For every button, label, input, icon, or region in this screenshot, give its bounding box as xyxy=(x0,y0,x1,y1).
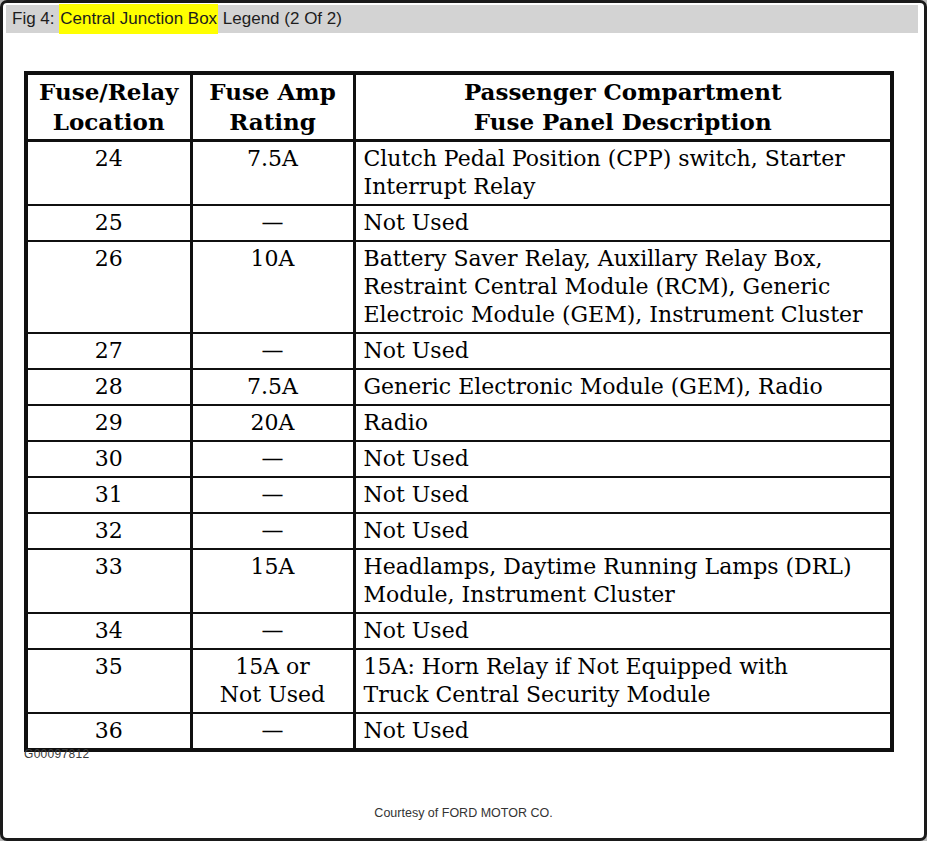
fuse-description-cell: Not Used xyxy=(354,333,892,369)
fuse-location-cell: 24 xyxy=(26,141,191,206)
fuse-rating-cell: — xyxy=(191,713,354,750)
figure-id: G00097812 xyxy=(24,747,89,761)
fuse-rating-cell: 15A xyxy=(191,549,354,613)
table-row: 27 — Not Used xyxy=(26,333,892,369)
caption-prefix: Fig 4: xyxy=(12,9,59,29)
fuse-rating-cell: — xyxy=(191,205,354,241)
fuse-location-cell: 34 xyxy=(26,613,191,649)
caption-suffix: Legend (2 Of 2) xyxy=(218,9,342,29)
document-page: Fig 4: Central Junction Box Legend (2 Of… xyxy=(0,0,927,841)
fuse-rating-cell: — xyxy=(191,477,354,513)
table-header: Fuse/Relay Location Fuse Amp Rating Pass… xyxy=(26,73,892,141)
fuse-rating-cell: — xyxy=(191,441,354,477)
table-row: 33 15A Headlamps, Daytime Running Lamps … xyxy=(26,549,892,613)
table-row: 26 10A Battery Saver Relay, Auxillary Re… xyxy=(26,241,892,333)
fuse-description-cell: Not Used xyxy=(354,205,892,241)
fuse-description-cell: Generic Electronic Module (GEM), Radio xyxy=(354,369,892,405)
fuse-location-cell: 28 xyxy=(26,369,191,405)
table-row: 36 — Not Used xyxy=(26,713,892,750)
fuse-location-cell: 36 xyxy=(26,713,191,750)
courtesy-note: Courtesy of FORD MOTOR CO. xyxy=(3,806,924,820)
fuse-location-cell: 33 xyxy=(26,549,191,613)
fuse-description-cell: Radio xyxy=(354,405,892,441)
table-row: 34 — Not Used xyxy=(26,613,892,649)
fuse-rating-cell: — xyxy=(191,333,354,369)
table-row: 30 — Not Used xyxy=(26,441,892,477)
fuse-location-cell: 32 xyxy=(26,513,191,549)
fuse-legend-table: Fuse/Relay Location Fuse Amp Rating Pass… xyxy=(24,71,894,752)
fuse-location-cell: 26 xyxy=(26,241,191,333)
figure-caption-bar: Fig 4: Central Junction Box Legend (2 Of… xyxy=(6,5,918,33)
fuse-description-cell: Clutch Pedal Position (CPP) switch, Star… xyxy=(354,141,892,206)
fuse-description-cell: Battery Saver Relay, Auxillary Relay Box… xyxy=(354,241,892,333)
table-row: 31 — Not Used xyxy=(26,477,892,513)
fuse-location-cell: 25 xyxy=(26,205,191,241)
table-row: 35 15A or Not Used 15A: Horn Relay if No… xyxy=(26,649,892,713)
fuse-description-cell: Not Used xyxy=(354,477,892,513)
fuse-rating-cell: 7.5A xyxy=(191,141,354,206)
fuse-rating-cell: — xyxy=(191,513,354,549)
header-row: Fuse/Relay Location Fuse Amp Rating Pass… xyxy=(26,73,892,141)
col-header-fuse-amp-rating: Fuse Amp Rating xyxy=(191,73,354,141)
fuse-description-cell: Not Used xyxy=(354,441,892,477)
table-row: 25 — Not Used xyxy=(26,205,892,241)
col-header-fuse-relay-location: Fuse/Relay Location xyxy=(26,73,191,141)
fuse-location-cell: 30 xyxy=(26,441,191,477)
fuse-location-cell: 31 xyxy=(26,477,191,513)
fuse-rating-cell: 7.5A xyxy=(191,369,354,405)
fuse-rating-cell: 15A or Not Used xyxy=(191,649,354,713)
col-header-passenger-description: Passenger Compartment Fuse Panel Descrip… xyxy=(354,73,892,141)
fuse-location-cell: 35 xyxy=(26,649,191,713)
fuse-description-cell: Not Used xyxy=(354,513,892,549)
fuse-rating-cell: 10A xyxy=(191,241,354,333)
table-body: 24 7.5A Clutch Pedal Position (CPP) swit… xyxy=(26,141,892,751)
fuse-location-cell: 29 xyxy=(26,405,191,441)
fuse-description-cell: Not Used xyxy=(354,713,892,750)
fuse-rating-cell: — xyxy=(191,613,354,649)
table-row: 24 7.5A Clutch Pedal Position (CPP) swit… xyxy=(26,141,892,206)
table-row: 32 — Not Used xyxy=(26,513,892,549)
fuse-description-cell: Headlamps, Daytime Running Lamps (DRL) M… xyxy=(354,549,892,613)
fuse-rating-cell: 20A xyxy=(191,405,354,441)
caption-highlight: Central Junction Box xyxy=(59,4,218,34)
fuse-location-cell: 27 xyxy=(26,333,191,369)
fuse-description-cell: 15A: Horn Relay if Not Equipped with Tru… xyxy=(354,649,892,713)
fuse-description-cell: Not Used xyxy=(354,613,892,649)
table-row: 28 7.5A Generic Electronic Module (GEM),… xyxy=(26,369,892,405)
table-row: 29 20A Radio xyxy=(26,405,892,441)
